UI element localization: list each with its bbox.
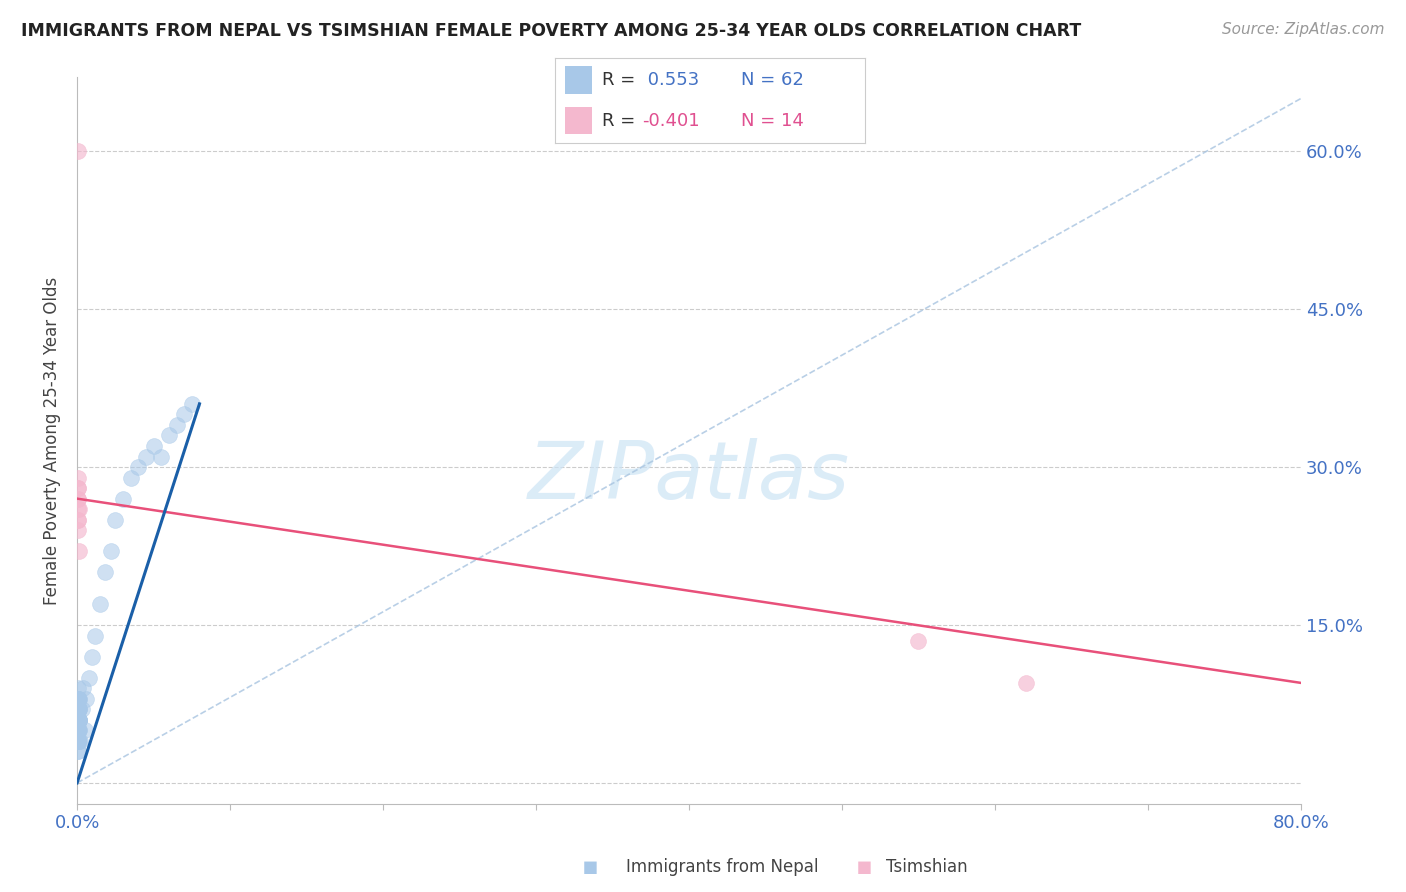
Point	[907, 633, 929, 648]
Point	[67, 491, 90, 506]
Point	[66, 723, 89, 738]
Point	[67, 691, 90, 706]
Text: Source: ZipAtlas.com: Source: ZipAtlas.com	[1222, 22, 1385, 37]
Point	[67, 744, 90, 758]
Point	[89, 597, 111, 611]
Point	[73, 723, 96, 738]
Point	[67, 713, 90, 727]
Point	[66, 723, 89, 738]
Point	[67, 733, 90, 747]
Point	[66, 702, 89, 716]
Point	[67, 733, 90, 747]
Text: ▪: ▪	[856, 855, 873, 879]
Point	[67, 713, 90, 727]
FancyBboxPatch shape	[565, 107, 592, 134]
Point	[67, 733, 90, 747]
Y-axis label: Female Poverty Among 25-34 Year Olds: Female Poverty Among 25-34 Year Olds	[44, 277, 60, 605]
Point	[100, 544, 122, 558]
Text: N = 62: N = 62	[741, 71, 804, 89]
Text: ZIPatlas: ZIPatlas	[527, 438, 851, 516]
Text: R =: R =	[602, 71, 641, 89]
Point	[79, 671, 101, 685]
Point	[157, 428, 180, 442]
Point	[70, 702, 93, 716]
Point	[66, 713, 89, 727]
Point	[127, 460, 149, 475]
Point	[67, 691, 90, 706]
Point	[84, 628, 107, 642]
Point	[67, 713, 90, 727]
Point	[67, 691, 90, 706]
Point	[66, 681, 89, 695]
Point	[67, 502, 90, 516]
Point	[67, 702, 90, 716]
Point	[66, 481, 89, 495]
Point	[66, 723, 89, 738]
Point	[67, 502, 90, 516]
Text: 0.553: 0.553	[643, 71, 699, 89]
Point	[67, 713, 90, 727]
Point	[67, 723, 90, 738]
Point	[67, 702, 90, 716]
Point	[104, 513, 127, 527]
Text: ▪: ▪	[582, 855, 599, 879]
Point	[67, 513, 90, 527]
Text: N = 14: N = 14	[741, 112, 804, 129]
Point	[67, 713, 90, 727]
Text: R =: R =	[602, 112, 641, 129]
Point	[67, 702, 90, 716]
Point	[66, 144, 89, 158]
Point	[120, 470, 142, 484]
Point	[111, 491, 134, 506]
Point	[72, 681, 94, 695]
Point	[67, 544, 90, 558]
Point	[66, 481, 89, 495]
Point	[93, 566, 115, 580]
Point	[142, 439, 165, 453]
Point	[67, 744, 90, 758]
Point	[67, 713, 90, 727]
Point	[67, 702, 90, 716]
Point	[69, 733, 91, 747]
Point	[66, 723, 89, 738]
Point	[75, 691, 97, 706]
Point	[67, 733, 90, 747]
Text: IMMIGRANTS FROM NEPAL VS TSIMSHIAN FEMALE POVERTY AMONG 25-34 YEAR OLDS CORRELAT: IMMIGRANTS FROM NEPAL VS TSIMSHIAN FEMAL…	[21, 22, 1081, 40]
Point	[67, 713, 90, 727]
Point	[67, 733, 90, 747]
Point	[67, 733, 90, 747]
Point	[67, 723, 90, 738]
Point	[66, 723, 89, 738]
Point	[67, 691, 90, 706]
Point	[67, 713, 90, 727]
Point	[67, 691, 90, 706]
Point	[82, 649, 104, 664]
Point	[66, 733, 89, 747]
Point	[66, 702, 89, 716]
Point	[67, 491, 90, 506]
Point	[67, 513, 90, 527]
Point	[67, 723, 90, 738]
Point	[180, 397, 202, 411]
Point	[173, 408, 195, 422]
Point	[150, 450, 173, 464]
Text: Tsimshian: Tsimshian	[886, 858, 967, 876]
Text: Immigrants from Nepal: Immigrants from Nepal	[626, 858, 818, 876]
Text: -0.401: -0.401	[643, 112, 700, 129]
Point	[67, 470, 90, 484]
Point	[166, 417, 188, 432]
Point	[67, 723, 90, 738]
Point	[1014, 676, 1036, 690]
FancyBboxPatch shape	[565, 67, 592, 94]
Point	[67, 733, 90, 747]
Point	[135, 450, 157, 464]
Point	[66, 523, 89, 537]
